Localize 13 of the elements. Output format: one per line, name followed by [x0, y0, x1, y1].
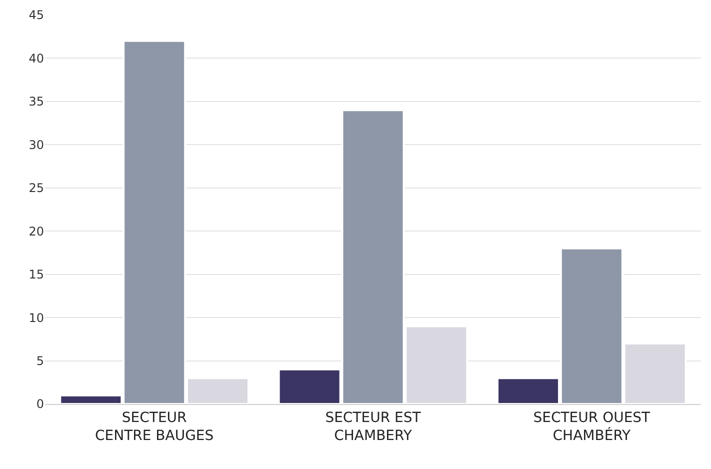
y-tick-label: 15 [28, 268, 44, 282]
y-tick-label: 20 [28, 224, 44, 238]
x-tick-label: SECTEUR CENTRE BAUGES [94, 410, 214, 444]
x-tick-label: SECTEUR EST CHAMBERY [325, 410, 422, 444]
y-tick-label: 5 [36, 354, 44, 368]
y-tick-label: 45 [28, 8, 44, 22]
y-tick-label: 25 [28, 181, 44, 196]
y-tick-label: 35 [28, 94, 44, 109]
y-tick-label: 40 [28, 51, 44, 66]
y-tick-label: 30 [28, 138, 44, 152]
y-tick-label: 0 [36, 397, 44, 412]
y-tick-label: 10 [28, 310, 44, 325]
x-tick-label: SECTEUR OUEST CHAMBÉRY [533, 410, 651, 444]
